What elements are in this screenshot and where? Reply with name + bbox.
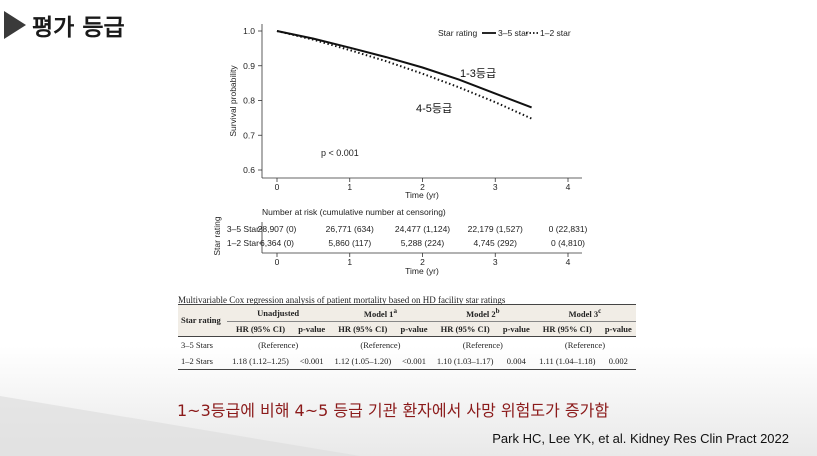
subheader-p: p-value bbox=[600, 321, 636, 337]
risk-cell: 5,860 (117) bbox=[328, 238, 371, 248]
risk-row-label: 1–2 Star bbox=[227, 238, 259, 248]
risk-table-ylabel: Star rating bbox=[212, 216, 222, 255]
cox-table-caption: Multivariable Cox regression analysis of… bbox=[178, 295, 506, 305]
subheader-hr: HR (95% CI) bbox=[226, 321, 295, 337]
p-value-annotation: p < 0.001 bbox=[321, 148, 359, 158]
y-tick-label: 0.6 bbox=[243, 165, 255, 175]
x-tick-label: 4 bbox=[566, 182, 571, 192]
citation-text: Park HC, Lee YK, et al. Kidney Res Clin … bbox=[492, 431, 789, 446]
subheader-hr: HR (95% CI) bbox=[329, 321, 397, 337]
x-axis-ticks: 0 1 2 3 4 bbox=[275, 178, 571, 192]
subheader-p: p-value bbox=[498, 321, 534, 337]
cox-hr-cell: 1.12 (1.05–1.20) bbox=[334, 355, 392, 366]
subheader-hr: HR (95% CI) bbox=[431, 321, 499, 337]
slide-title-text: 평가 등급 bbox=[32, 15, 125, 41]
number-at-risk-table: Number at risk (cumulative number at cen… bbox=[212, 207, 588, 276]
group-header-model-1: Model 1a bbox=[329, 304, 432, 322]
risk-x-tick-label: 0 bbox=[275, 257, 280, 267]
group-header-model-3: Model 3c bbox=[533, 304, 636, 322]
subheader-hr: HR (95% CI) bbox=[533, 321, 601, 337]
cox-regression-table: Star rating Unadjusted Model 1a Model 2b… bbox=[178, 304, 636, 370]
risk-cell: 5,288 (224) bbox=[401, 238, 445, 248]
series-lines bbox=[276, 30, 533, 120]
subheader-p: p-value bbox=[396, 321, 432, 337]
risk-table-title: Number at risk (cumulative number at cen… bbox=[262, 207, 446, 217]
group-label: Model 1 bbox=[363, 308, 394, 319]
cox-hr-cell: 1.11 (1.04–1.18) bbox=[539, 355, 596, 366]
x-tick-label: 1 bbox=[347, 182, 352, 192]
survival-chart: 0.6 0.7 0.8 0.9 1.0 0 1 2 3 4 Survival probabili… bbox=[228, 24, 582, 200]
group-superscript: c bbox=[598, 307, 602, 315]
series-line-1-2-star bbox=[276, 30, 533, 120]
takeaway-text: 1~3등급에 비해 4~5 등급 기관 환자에서 사망 위험도가 증가함 bbox=[177, 401, 610, 420]
risk-table-xlabel: Time (yr) bbox=[405, 266, 439, 276]
legend-label-1-2: 1–2 star bbox=[540, 28, 571, 38]
y-tick-label: 0.7 bbox=[243, 130, 255, 140]
risk-table-x-ticks: 0 1 2 3 4 bbox=[275, 253, 571, 267]
x-tick-label: 2 bbox=[420, 182, 425, 192]
x-axis-label: Time (yr) bbox=[405, 190, 439, 200]
group-superscript: a bbox=[393, 307, 397, 315]
y-tick-label: 0.9 bbox=[243, 61, 255, 71]
y-tick-label: 1.0 bbox=[243, 26, 255, 36]
play-arrow-icon bbox=[4, 11, 26, 39]
risk-x-tick-label: 1 bbox=[347, 257, 352, 267]
x-tick-label: 0 bbox=[275, 182, 280, 192]
y-tick-label: 0.8 bbox=[243, 96, 255, 106]
background-corner-shape bbox=[0, 396, 360, 456]
cox-row-header: Star rating bbox=[178, 304, 227, 337]
slide-title: 평가 등급 bbox=[4, 8, 125, 42]
cox-table-row: 3–5 Stars (Reference) (Reference) (Referenc… bbox=[178, 336, 636, 353]
risk-cell: 22,179 (1,527) bbox=[468, 224, 523, 234]
risk-x-tick-label: 3 bbox=[493, 257, 498, 267]
risk-row-label: 3–5 Star bbox=[227, 224, 259, 234]
cox-hr-cell: 1.10 (1.03–1.17) bbox=[436, 355, 494, 366]
x-tick-label: 3 bbox=[493, 182, 498, 192]
risk-x-tick-label: 2 bbox=[420, 257, 425, 267]
series-label-top: 1-3등급 bbox=[460, 67, 496, 80]
risk-cell: 28,907 (0) bbox=[258, 224, 297, 234]
risk-cell: 4,745 (292) bbox=[474, 238, 518, 248]
group-label: Model 3 bbox=[568, 308, 599, 319]
legend-label-3-5: 3–5 star bbox=[498, 28, 529, 38]
group-header-unadjusted: Unadjusted bbox=[226, 304, 330, 322]
cox-p-cell: <0.001 bbox=[299, 355, 324, 366]
y-axis-label: Survival probability bbox=[228, 65, 238, 137]
risk-cell: 0 (22,831) bbox=[549, 224, 588, 234]
subheader-p: p-value bbox=[294, 321, 330, 337]
y-axis-ticks: 0.6 0.7 0.8 0.9 1.0 bbox=[243, 26, 262, 175]
cox-table-body: 3–5 Stars (Reference) (Reference) (Referenc… bbox=[178, 336, 636, 370]
series-label-bottom: 4-5등급 bbox=[416, 102, 452, 115]
group-label: Model 2 bbox=[466, 308, 496, 319]
group-header-model-2: Model 2b bbox=[431, 304, 534, 322]
chart-legend: Star rating 3–5 star 1–2 star bbox=[438, 28, 571, 38]
cox-hr-cell: (Reference) bbox=[564, 339, 606, 350]
risk-cell: 24,477 (1,124) bbox=[395, 224, 450, 234]
risk-x-tick-label: 4 bbox=[566, 257, 571, 267]
cox-hr-cell: 1.18 (1.12–1.25) bbox=[232, 355, 289, 366]
series-line-3-5-star bbox=[276, 30, 532, 109]
risk-cell: 26,771 (634) bbox=[326, 224, 374, 234]
group-label: Unadjusted bbox=[257, 307, 300, 318]
cox-hr-cell: (Reference) bbox=[360, 339, 401, 350]
risk-cell: 6,364 (0) bbox=[260, 238, 294, 248]
risk-cell: 0 (4,810) bbox=[551, 238, 585, 248]
cox-row-label: 1–2 Stars bbox=[181, 355, 213, 366]
cox-hr-cell: (Reference) bbox=[462, 339, 503, 350]
cox-row-label: 3–5 Stars bbox=[181, 339, 213, 350]
cox-p-cell: 0.004 bbox=[506, 355, 526, 366]
cox-hr-cell: (Reference) bbox=[258, 339, 299, 350]
cox-p-cell: 0.002 bbox=[608, 355, 628, 366]
cox-p-cell: <0.001 bbox=[402, 355, 426, 366]
cox-table-row: 1–2 Stars 1.18 (1.12–1.25) <0.001 1.12 (1.0… bbox=[178, 353, 636, 370]
legend-title: Star rating bbox=[438, 28, 477, 38]
chart-axes bbox=[261, 24, 582, 179]
group-superscript: b bbox=[495, 307, 500, 315]
